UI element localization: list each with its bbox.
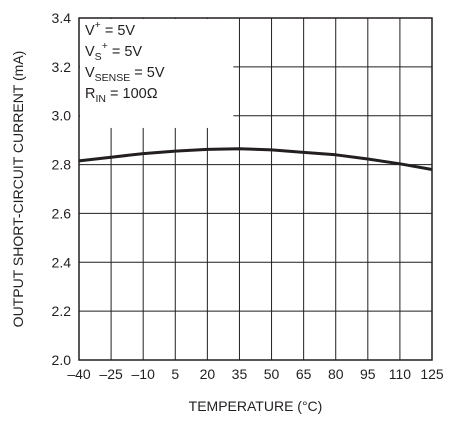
x-tick-label: –25 — [99, 366, 123, 382]
y-tick-label: 2.8 — [52, 157, 72, 173]
y-tick-label: 3.0 — [52, 108, 72, 124]
x-tick-label: 20 — [200, 366, 216, 382]
series-layer — [78, 147, 433, 171]
y-tick-label: 2.6 — [52, 205, 72, 221]
condition-line: VS+ = 5V — [85, 40, 142, 63]
condition-line: VSENSE = 5V — [85, 65, 165, 84]
x-tick-label: 65 — [296, 366, 312, 382]
x-tick-label: 5 — [171, 366, 179, 382]
y-axis-title: OUTPUT SHORT-CIRCUIT CURRENT (mA) — [10, 51, 26, 328]
condition-line: RIN = 100Ω — [85, 86, 158, 105]
x-tick-label: 50 — [264, 366, 280, 382]
y-tick-label: 3.2 — [52, 59, 72, 75]
y-tick-label: 3.4 — [52, 10, 72, 26]
x-axis-title: TEMPERATURE (°C) — [189, 398, 323, 414]
x-tick-label: 80 — [328, 366, 344, 382]
plot-frame — [78, 17, 433, 361]
x-tick-label: –10 — [132, 366, 156, 382]
x-tick-label: –40 — [67, 366, 91, 382]
y-tick-label: 2.2 — [52, 303, 72, 319]
x-tick-label: 35 — [232, 366, 248, 382]
tick-labels: –40 –25 –10 5 20 35 50 65 80 95 110 125 2.0 2.2 2.4 2.6… — [52, 10, 444, 382]
condition-line: V+ = 5V — [85, 19, 135, 39]
x-tick-label: 125 — [420, 366, 444, 382]
conditions-background — [80, 19, 234, 128]
x-tick-label: 110 — [389, 366, 412, 382]
y-tick-label: 2.4 — [52, 254, 72, 270]
x-tick-label: 95 — [360, 366, 376, 382]
y-tick-label: 2.0 — [52, 352, 72, 368]
series-line — [78, 147, 433, 171]
